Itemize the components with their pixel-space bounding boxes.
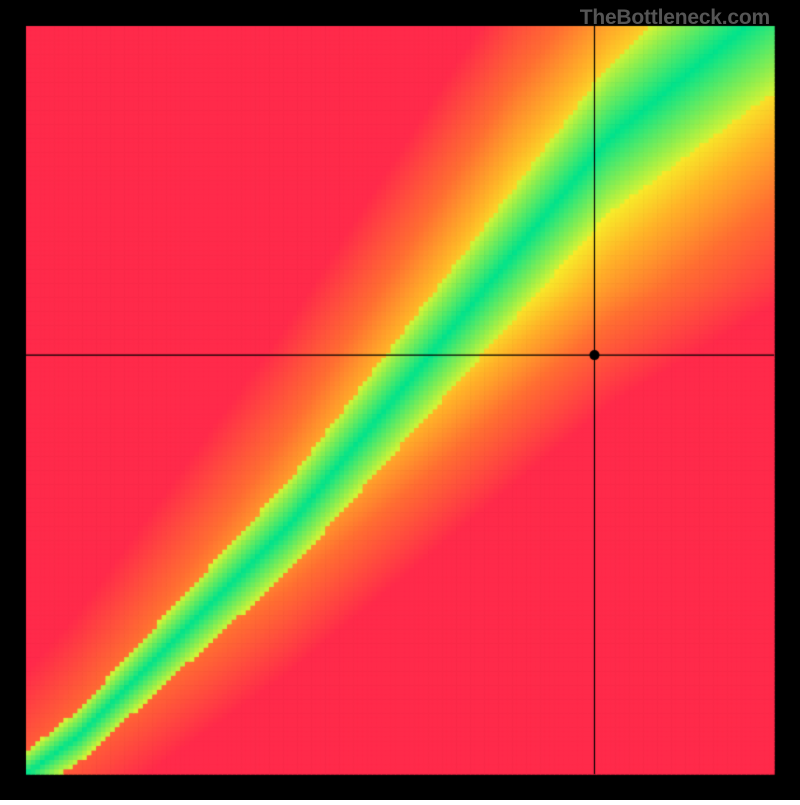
bottleneck-heatmap-canvas: [0, 0, 800, 800]
watermark-text: TheBottleneck.com: [580, 6, 770, 30]
bottleneck-heatmap-outer: TheBottleneck.com: [0, 0, 800, 800]
